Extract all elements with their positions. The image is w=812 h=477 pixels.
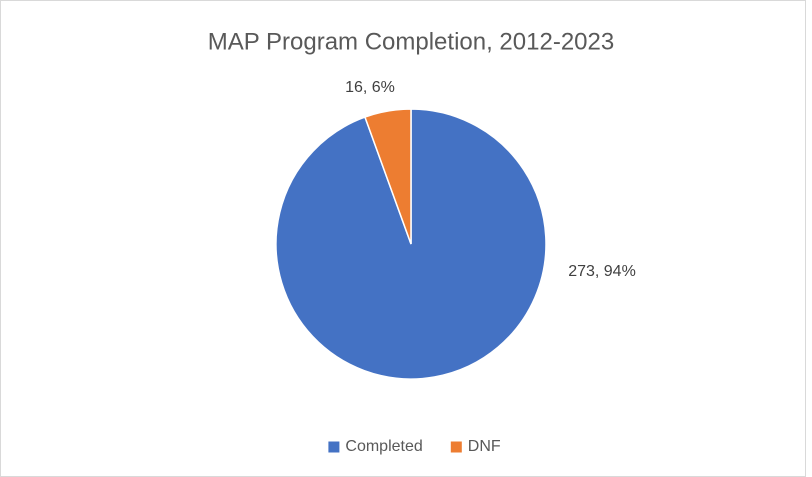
- chart-title: MAP Program Completion, 2012-2023: [208, 28, 614, 55]
- legend-swatch: [328, 441, 340, 453]
- legend-swatch: [450, 441, 462, 453]
- data-label: 273, 94%: [568, 263, 636, 280]
- legend-label: DNF: [468, 438, 501, 455]
- data-label: 16, 6%: [345, 79, 395, 96]
- pie-slice: [364, 108, 412, 245]
- legend-label: Completed: [345, 438, 422, 455]
